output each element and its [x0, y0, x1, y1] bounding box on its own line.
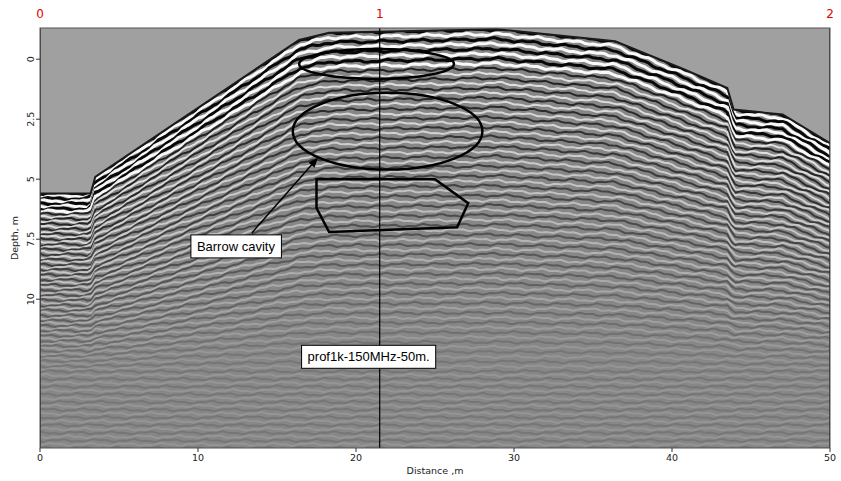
marker-label: 2: [826, 7, 834, 21]
reflection-band: [40, 412, 830, 415]
y-tick-label: 10: [25, 293, 36, 305]
annotation-text: Barrow cavity: [197, 239, 276, 254]
annotation-arrow: [252, 164, 313, 233]
reflection-band: [40, 381, 830, 384]
ground-surface: [40, 29, 830, 193]
chart: 01201020304050Distance ,m02.557.510Depth…: [0, 0, 841, 481]
reflection-band: [40, 431, 830, 434]
y-tick-label: 5: [25, 176, 36, 182]
y-tick-label: 0: [25, 56, 36, 62]
plot-frame: [40, 28, 830, 448]
x-axis-title: Distance ,m: [407, 465, 464, 476]
x-tick-label: 20: [350, 452, 362, 463]
annotation: Barrow cavity: [191, 158, 318, 258]
reflection-band: [40, 439, 830, 442]
reflection-band: [40, 443, 830, 446]
reflection-band: [40, 378, 830, 381]
y-tick-label: 7.5: [25, 232, 36, 247]
reflection-band: [40, 397, 830, 400]
marker-line: [379, 28, 380, 448]
annotation-box: [302, 345, 436, 368]
annotation: prof1k-150MHz-50m.: [302, 345, 436, 368]
reflection-band: [40, 248, 830, 309]
reflection-band: [40, 401, 830, 404]
plot-background: [40, 28, 830, 448]
y-tick: [36, 179, 40, 180]
annotation-region: [299, 49, 454, 79]
marker-label: 1: [376, 7, 384, 21]
y-axis-title: Depth, m: [9, 216, 20, 260]
x-tick-label: 50: [824, 452, 836, 463]
reflection-band: [40, 408, 830, 411]
reflection-band: [40, 420, 830, 423]
y-tick-label: 2.5: [25, 112, 36, 127]
reflection-bands: [40, 28, 830, 448]
x-tick-label: 40: [666, 452, 678, 463]
annotation-region: [293, 93, 483, 170]
x-tick-label: 30: [508, 452, 520, 463]
reflection-band: [40, 393, 830, 396]
annotation-box: [191, 235, 282, 258]
y-tick: [36, 239, 40, 240]
reflection-band: [40, 428, 830, 431]
arrow-head: [308, 158, 318, 168]
x-tick-label: 10: [192, 452, 204, 463]
reflection-band: [40, 424, 830, 427]
reflection-band: [40, 389, 830, 392]
annotation-region: [317, 179, 469, 232]
x-tick-label: 0: [37, 452, 43, 463]
y-tick: [36, 59, 40, 60]
marker-label: 0: [36, 7, 44, 21]
air: [40, 28, 830, 194]
y-tick: [36, 299, 40, 300]
plot-area: [40, 28, 830, 448]
reflection-band: [40, 416, 830, 419]
reflection-band: [40, 374, 830, 377]
reflection-band: [40, 404, 830, 407]
reflection-band: [40, 385, 830, 388]
reflection-band: [40, 435, 830, 438]
annotation-text: prof1k-150MHz-50m.: [308, 349, 430, 364]
reflection-band: [40, 370, 830, 373]
y-tick: [36, 119, 40, 120]
